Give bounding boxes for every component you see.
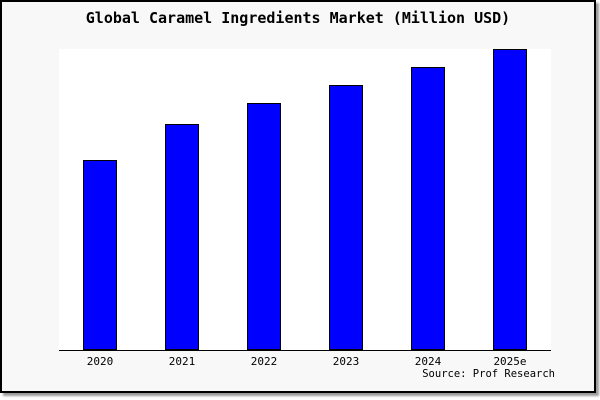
bar-slot-2021 <box>141 49 223 350</box>
x-tick-label-2024: 2024 <box>414 355 442 368</box>
source-label: Source: Prof Research <box>422 368 555 380</box>
plot-area <box>59 49 551 351</box>
bar-2025e <box>493 49 527 350</box>
bar-slot-2024 <box>387 49 469 350</box>
bar-slot-2022 <box>223 49 305 350</box>
chart-title: Global Caramel Ingredients Market (Milli… <box>85 9 511 27</box>
x-axis-labels: 2020 2021 2022 2023 2024 2025e <box>59 355 551 368</box>
x-tick-label-2020: 2020 <box>86 355 114 368</box>
x-tick-label-2023: 2023 <box>332 355 360 368</box>
chart-frame: Global Caramel Ingredients Market (Milli… <box>0 0 596 393</box>
bar-slot-2020 <box>59 49 141 350</box>
bar-slot-2025e <box>469 49 551 350</box>
x-tick-label-2021: 2021 <box>168 355 196 368</box>
x-tick-label-2022: 2022 <box>250 355 278 368</box>
bar-2024 <box>411 67 445 350</box>
x-tick-label-2025e: 2025e <box>493 355 527 368</box>
bar-2021 <box>165 124 199 350</box>
bar-2022 <box>247 103 281 350</box>
bar-2020 <box>83 160 117 350</box>
bar-2023 <box>329 85 363 350</box>
bar-slot-2023 <box>305 49 387 350</box>
